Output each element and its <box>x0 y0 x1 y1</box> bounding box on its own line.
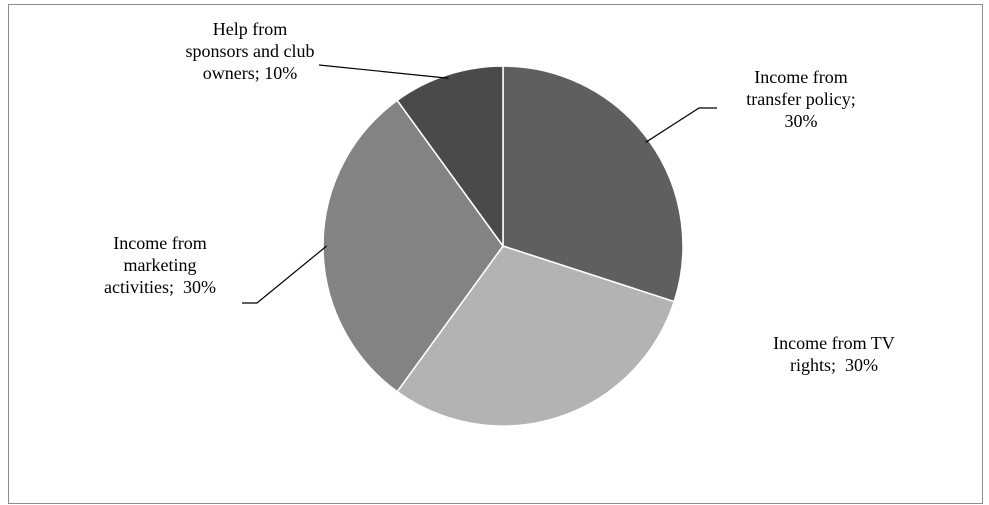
data-label-sponsors-line-2: sponsors and club <box>185 41 315 61</box>
data-label-transfer: Income from transfer policy; 30% <box>721 66 881 132</box>
data-label-transfer-line-3: 30% <box>784 111 818 131</box>
data-label-tv: Income from TV rights; 30% <box>744 332 924 376</box>
chart-area: Help from sponsors and club owners; 10% … <box>8 4 983 504</box>
data-label-tv-line-2: rights; 30% <box>790 355 878 375</box>
pie-slices <box>322 65 684 427</box>
data-label-transfer-line-1: Income from <box>754 67 848 87</box>
data-label-marketing-line-3: activities; 30% <box>104 277 216 297</box>
data-label-sponsors-line-3: owners; 10% <box>202 63 298 83</box>
data-label-marketing-line-1: Income from <box>113 233 207 253</box>
leader-line-marketing <box>242 245 327 304</box>
pie-slice-sponsors <box>396 65 504 249</box>
data-label-marketing-line-2: marketing <box>123 255 197 275</box>
pie-chart <box>242 64 717 427</box>
data-label-transfer-line-2: transfer policy; <box>746 89 856 109</box>
leader-line-sponsors <box>318 64 449 79</box>
pie-slice-marketing <box>322 99 504 393</box>
data-label-tv-line-1: Income from TV <box>773 333 895 353</box>
leader-line-transfer <box>645 107 717 143</box>
leader-lines <box>242 64 717 304</box>
data-label-marketing: Income from marketing activities; 30% <box>75 232 245 298</box>
data-label-sponsors: Help from sponsors and club owners; 10% <box>155 18 345 84</box>
pie-slice-tv <box>396 245 676 427</box>
data-label-sponsors-line-1: Help from <box>212 19 288 39</box>
